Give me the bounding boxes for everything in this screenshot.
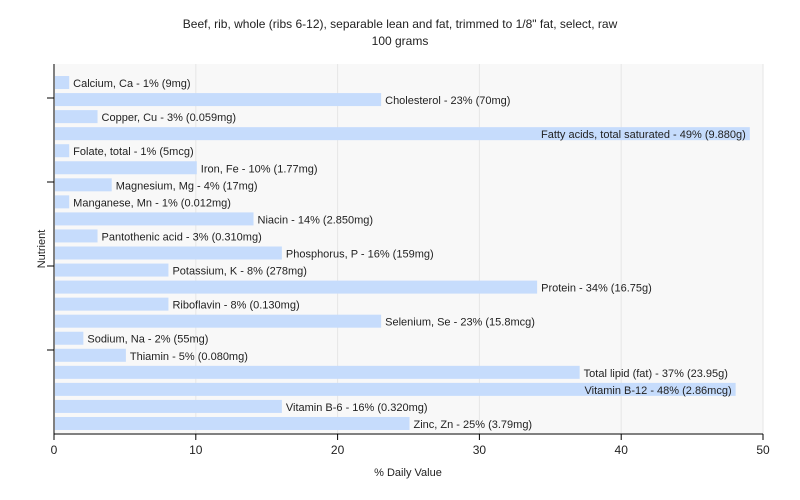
bar <box>55 314 382 328</box>
x-axis-label: % Daily Value <box>374 467 442 479</box>
bar-label: Vitamin B-12 - 48% (2.86mcg) <box>584 385 731 397</box>
bar <box>55 399 282 413</box>
bar <box>55 110 98 124</box>
x-tick-label: 40 <box>615 443 629 457</box>
bar-label: Riboflavin - 8% (0.130mg) <box>172 300 299 312</box>
bar <box>55 297 169 311</box>
bar-label: Pantothenic acid - 3% (0.310mg) <box>102 231 262 243</box>
x-tick-label: 30 <box>473 443 487 457</box>
bar-label: Thiamin - 5% (0.080mg) <box>130 351 248 363</box>
bar <box>55 280 538 294</box>
x-tick-label: 10 <box>189 443 203 457</box>
bar <box>55 127 750 141</box>
bar-label: Fatty acids, total saturated - 49% (9.88… <box>541 129 746 141</box>
bar-label: Protein - 34% (16.75g) <box>541 283 652 295</box>
bar <box>55 161 197 175</box>
bar <box>55 195 70 209</box>
x-tick-label: 50 <box>756 443 770 457</box>
bar-label: Zinc, Zn - 25% (3.79mg) <box>414 419 533 431</box>
bar <box>55 416 410 430</box>
bar-label: Cholesterol - 23% (70mg) <box>385 95 510 107</box>
bar-label: Potassium, K - 8% (278mg) <box>172 266 307 278</box>
bar <box>55 263 169 277</box>
chart-subtitle: 100 grams <box>372 34 429 48</box>
x-tick-label: 0 <box>51 443 58 457</box>
bar <box>55 365 580 379</box>
axes <box>47 64 763 435</box>
chart-title: Beef, rib, whole (ribs 6-12), separable … <box>183 17 618 31</box>
bar-label: Sodium, Na - 2% (55mg) <box>87 334 208 346</box>
y-axis-label: Nutrient <box>36 230 48 269</box>
bar-label: Vitamin B-6 - 16% (0.320mg) <box>286 402 428 414</box>
bar-label: Selenium, Se - 23% (15.8mcg) <box>385 317 535 329</box>
bar <box>55 246 282 260</box>
bar <box>55 229 98 243</box>
x-ticks: 0 10 20 30 40 50 <box>51 434 770 457</box>
bar-labels: Calcium, Ca - 1% (9mg) Cholesterol - 23% … <box>73 78 746 431</box>
bar <box>55 144 70 158</box>
bar <box>55 93 382 107</box>
bar-label: Magnesium, Mg - 4% (17mg) <box>116 180 258 192</box>
bar-label: Phosphorus, P - 16% (159mg) <box>286 249 434 261</box>
bar <box>55 382 736 396</box>
bar-label: Niacin - 14% (2.850mg) <box>258 214 374 226</box>
bar <box>55 331 84 345</box>
bar <box>55 348 126 362</box>
bar-label: Folate, total - 1% (5mcg) <box>73 146 193 158</box>
bar <box>55 212 254 226</box>
bar <box>55 76 70 90</box>
x-tick-label: 20 <box>331 443 345 457</box>
bar-label: Copper, Cu - 3% (0.059mg) <box>102 112 237 124</box>
bar-label: Manganese, Mn - 1% (0.012mg) <box>73 197 231 209</box>
bar-label: Iron, Fe - 10% (1.77mg) <box>201 163 318 175</box>
bar-label: Total lipid (fat) - 37% (23.95g) <box>584 368 728 380</box>
bar <box>55 178 112 192</box>
bar-label: Calcium, Ca - 1% (9mg) <box>73 78 190 90</box>
bars <box>55 76 750 430</box>
